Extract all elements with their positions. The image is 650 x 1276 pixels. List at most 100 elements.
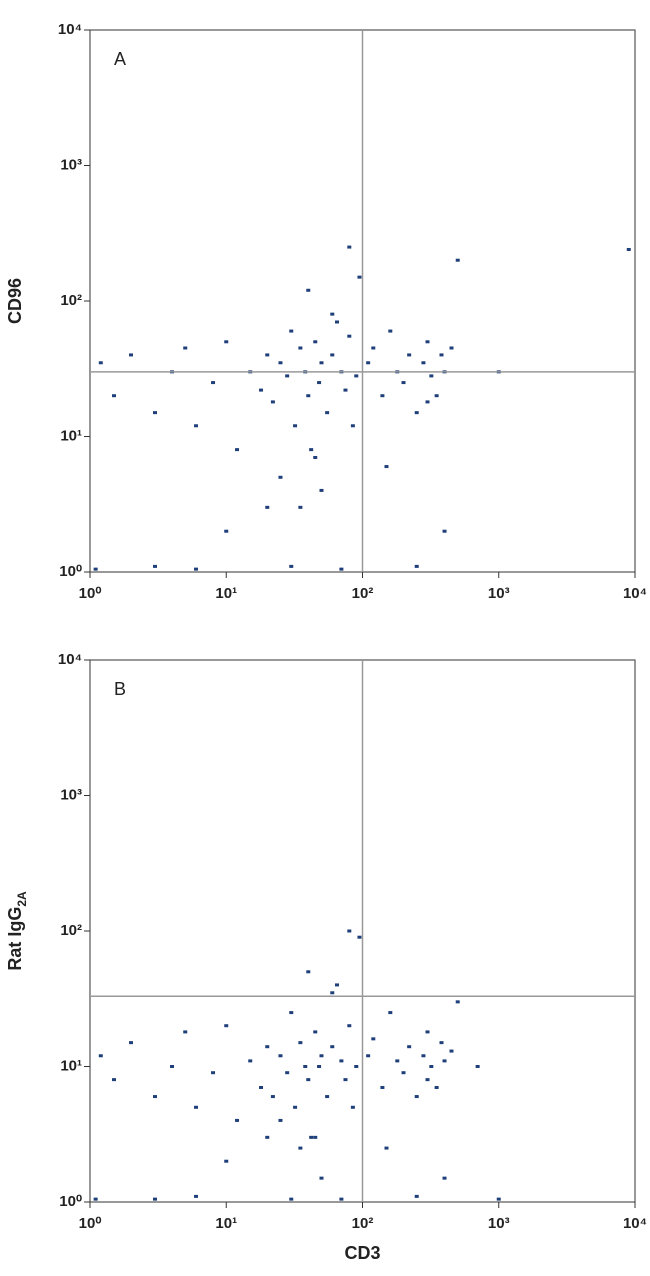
event-dot	[313, 1030, 318, 1034]
event-dot	[265, 505, 270, 509]
event-dot	[354, 374, 359, 378]
event-dot	[421, 361, 426, 365]
event-dot	[371, 1037, 376, 1041]
panel-label: A	[114, 49, 126, 69]
y-tick-label: 10⁴	[58, 21, 82, 38]
event-dot	[265, 1045, 270, 1049]
event-dot	[414, 411, 419, 415]
event-dot	[248, 1059, 253, 1063]
x-tick-label: 10²	[352, 1215, 374, 1232]
event-dot	[434, 394, 439, 398]
y-axis-label-sub: 2A	[15, 891, 29, 907]
event-dot	[388, 1011, 393, 1015]
event-dot	[429, 374, 434, 378]
event-dot	[194, 1194, 199, 1198]
event-dot	[170, 1065, 175, 1068]
event-dot	[343, 1078, 348, 1082]
event-dot	[278, 361, 283, 365]
event-dot	[313, 340, 318, 344]
y-axis-label-main: Rat IgG	[5, 907, 25, 971]
event-dot	[153, 411, 158, 415]
event-dot	[425, 1030, 430, 1034]
event-dot	[401, 1071, 406, 1075]
event-dot	[455, 1000, 460, 1004]
event-dot	[194, 424, 199, 428]
event-dot	[455, 258, 460, 262]
event-dot	[317, 1065, 322, 1068]
event-dot	[93, 567, 98, 571]
event-dot	[265, 353, 270, 357]
event-dot	[306, 394, 311, 398]
event-dot	[357, 275, 362, 279]
event-dot	[319, 361, 324, 365]
event-dot	[496, 1197, 501, 1201]
event-dot	[278, 1054, 283, 1058]
event-dot	[293, 424, 298, 428]
event-dot	[347, 929, 352, 933]
event-dot	[449, 1049, 454, 1053]
event-dot	[319, 1176, 324, 1180]
event-dot	[289, 1197, 294, 1201]
event-dot	[98, 361, 103, 365]
x-tick-label: 10³	[488, 1215, 510, 1232]
event-dot	[414, 1194, 419, 1198]
event-dot	[475, 1065, 480, 1068]
event-dot	[298, 1146, 303, 1150]
event-dot	[129, 353, 134, 357]
event-dot	[439, 353, 444, 357]
event-dot	[194, 567, 199, 571]
y-tick-label: 10³	[60, 786, 82, 803]
event-dot	[347, 1024, 352, 1028]
event-dot	[414, 1095, 419, 1099]
event-dot	[319, 1054, 324, 1058]
event-dot	[425, 1078, 430, 1082]
event-dot	[309, 448, 314, 452]
event-dot	[224, 1024, 229, 1028]
event-dot	[401, 381, 406, 385]
event-dot	[330, 353, 335, 357]
event-dot	[270, 400, 275, 404]
event-dot	[285, 374, 290, 378]
event-dot	[384, 1146, 389, 1150]
event-dot	[350, 424, 355, 428]
event-dot	[259, 1085, 264, 1089]
event-dot	[429, 1065, 434, 1068]
event-dot	[371, 346, 376, 350]
event-dot	[285, 1071, 290, 1075]
event-dot	[298, 505, 303, 509]
event-dot	[335, 320, 340, 324]
x-tick-label: 10⁴	[623, 1215, 647, 1232]
x-tick-label: 10⁰	[79, 585, 102, 602]
event-dot	[289, 564, 294, 568]
event-dot	[298, 346, 303, 350]
event-dot	[289, 1011, 294, 1015]
y-tick-label: 10¹	[60, 427, 82, 444]
x-tick-label: 10²	[352, 585, 374, 602]
event-dot	[183, 346, 188, 350]
event-dot	[407, 353, 412, 357]
event-dot	[306, 970, 311, 974]
event-dot	[153, 1095, 158, 1099]
event-dot	[303, 1065, 308, 1068]
event-dot	[194, 1105, 199, 1109]
y-tick-label: 10²	[60, 922, 82, 939]
event-dot	[98, 1054, 103, 1058]
event-dot	[289, 329, 294, 333]
event-dot	[354, 1065, 359, 1068]
event-dot	[425, 400, 430, 404]
x-tick-label: 10⁴	[623, 585, 647, 602]
x-axis-label: CD3	[344, 1243, 380, 1263]
event-dot	[335, 983, 340, 987]
event-dot	[111, 394, 116, 398]
event-dot	[395, 1059, 400, 1063]
y-axis-label: Rat IgG2A	[5, 891, 29, 971]
event-dot	[626, 247, 631, 251]
x-tick-label: 10³	[488, 585, 510, 602]
event-dot	[309, 1135, 314, 1139]
event-dot	[129, 1041, 134, 1045]
event-dot	[421, 1054, 426, 1058]
event-dot	[93, 1197, 98, 1201]
event-dot	[449, 346, 454, 350]
event-dot	[330, 1045, 335, 1049]
event-dot	[153, 564, 158, 568]
